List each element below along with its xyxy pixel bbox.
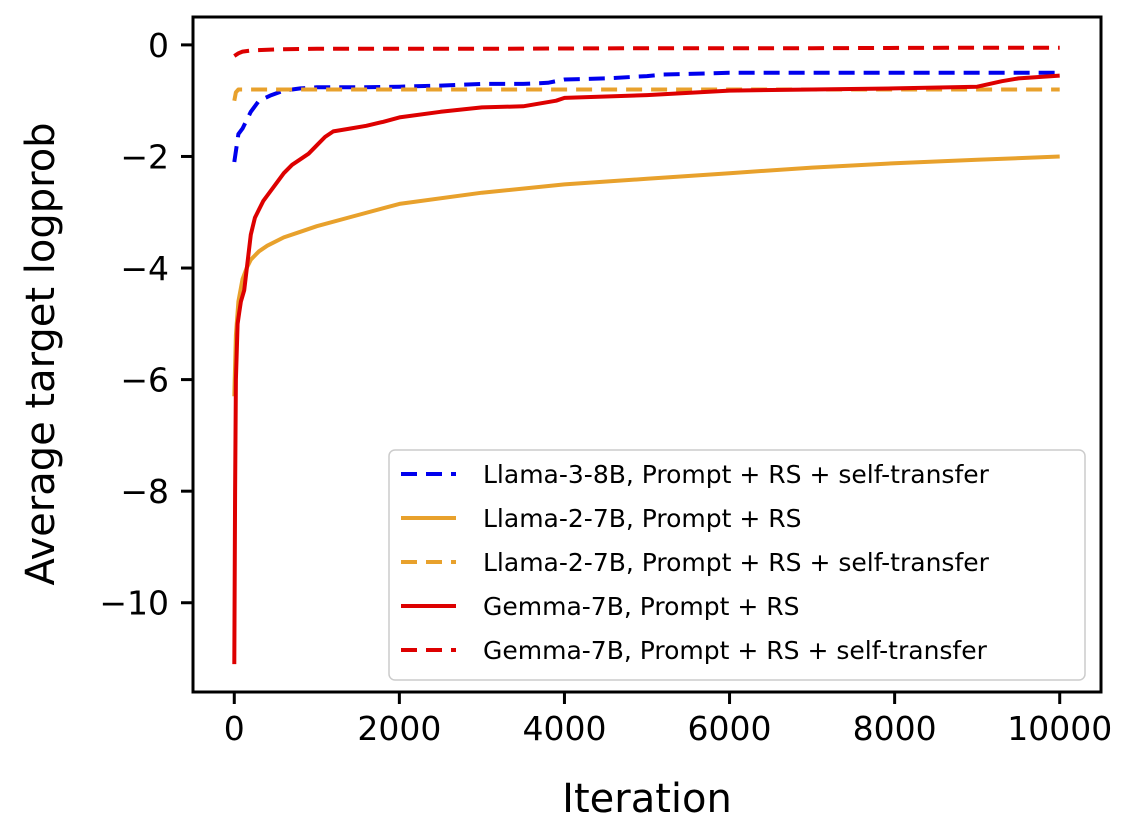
legend: Llama-3-8B, Prompt + RS + self-transfer L… [388,449,1086,681]
legend-label-4: Gemma-7B, Prompt + RS [483,592,800,621]
series-line-5 [233,45,1060,58]
series-layer [232,45,1060,665]
series-line-4 [232,73,1060,665]
x-axis-title: Iteration [562,776,732,822]
x-tick-label: 2000 [357,709,441,748]
y-tick-label: −10 [99,584,169,623]
y-tick-label: −4 [120,249,169,288]
y-tick-label: −6 [120,361,169,400]
x-tick-label: 0 [224,709,245,748]
x-tick-label: 10000 [1007,709,1112,748]
x-tick-label: 6000 [688,709,772,748]
legend-box [388,449,1086,681]
y-axis: 0 −2 −4 −6 −8 −10 [99,26,193,623]
legend-label-1: Llama-3-8B, Prompt + RS + self-transfer [483,460,990,489]
y-axis-title: Average target logprob [18,122,64,585]
legend-label-2: Llama-2-7B, Prompt + RS [483,504,802,533]
legend-label-3: Llama-2-7B, Prompt + RS + self-transfer [483,548,990,577]
y-tick-label: −2 [120,137,169,176]
series-line-2 [232,154,1060,397]
x-axis: 0 2000 4000 6000 8000 10000 [224,692,1112,748]
y-tick-label: 0 [148,26,169,65]
x-tick-label: 8000 [853,709,937,748]
y-tick-label: −8 [120,472,169,511]
plot-frame [191,15,1103,694]
x-tick-label: 4000 [522,709,606,748]
legend-label-5: Gemma-7B, Prompt + RS + self-transfer [483,636,988,665]
series-line-3 [232,87,1060,102]
series-line-1 [232,70,1060,163]
